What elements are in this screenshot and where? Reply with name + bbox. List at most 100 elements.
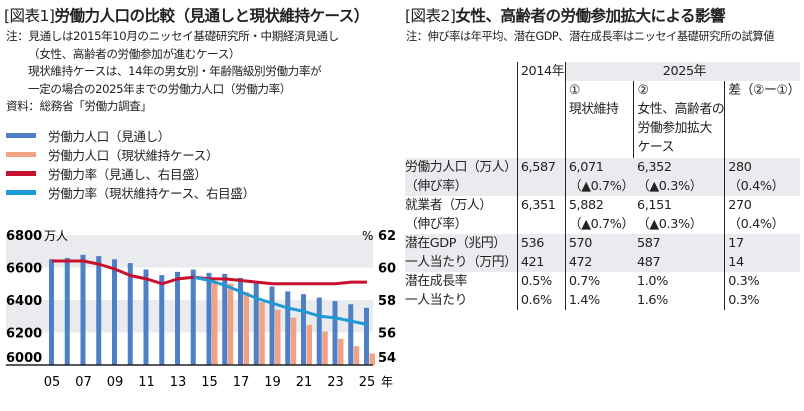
x-tick-label: 25 (359, 375, 376, 390)
bar-forecast (49, 259, 54, 365)
header-col1: ① 現状維持 (564, 81, 634, 158)
bar-forecast (190, 269, 196, 365)
legend-swatch (6, 133, 36, 138)
y2-tick-label: 60 (378, 262, 396, 277)
empty-cell (516, 81, 566, 158)
line-rate-forecast (52, 259, 367, 286)
legend-label: 労働力人口（見通し） (48, 129, 171, 144)
cell: 1.0% (636, 274, 668, 289)
cell: （▲0.3%） (636, 217, 703, 232)
bar-forecast (206, 272, 212, 365)
bar-forecast (96, 256, 102, 365)
cell: 1.6% (636, 293, 668, 308)
cell: 0.7% (568, 274, 600, 289)
legend-item: 労働力人口（現状維持ケース） (6, 145, 255, 164)
col1-label: 現状維持 (568, 102, 619, 117)
table-row: 潜在成長率一人当たり 0.5% 0.6% 0.7% 1.4% 1.0% 1.6% 0.… (405, 272, 800, 310)
title-text: 女性、高齢者の労働参加拡大による影響 (455, 7, 726, 25)
cell: 0.6% (520, 293, 552, 308)
x-axis-unit: 年 (381, 375, 393, 389)
y2-tick-label: 54 (378, 351, 396, 366)
table-note: 注：伸び率は年平均、潜在GDP、潜在成長率はニッセイ基礎研究所の試算値 (406, 30, 775, 43)
cell: 421 (520, 255, 545, 270)
figure-number: [図表2] (405, 7, 456, 25)
empty-cell (405, 81, 517, 158)
x-tick-label: 17 (233, 375, 250, 390)
bar-status-quo (322, 331, 328, 365)
x-tick-label: 15 (201, 375, 218, 390)
cell: 487 (636, 255, 661, 270)
bar-forecast (316, 297, 322, 365)
cell: （0.4%） (728, 217, 784, 232)
bar-forecast (269, 286, 275, 365)
y-axis-unit: 万人 (44, 229, 68, 243)
row-label: 潜在GDP（兆円） (405, 236, 506, 251)
row-label: （伸び率） (405, 217, 467, 232)
note-line: 現状維持ケースは、14年の男女別・年齢階級別労働力率が (28, 64, 322, 78)
source-line: 資料：総務省「労働力調査」 (6, 99, 152, 113)
bar-forecast (159, 275, 165, 365)
legend-swatch (6, 171, 36, 176)
cell: （▲0.7%） (568, 179, 635, 194)
cell: 587 (636, 236, 661, 251)
x-tick-label: 23 (327, 375, 344, 390)
chart: 6000 6200 6400 6600 6800 万人 54 56 58 60 62% 05 07 09 1… (6, 229, 396, 390)
bar-status-quo (212, 281, 218, 365)
col1-num: ① (568, 83, 580, 98)
bar-forecast (80, 254, 86, 365)
header-row: 2014年 2025年 (405, 62, 800, 81)
bar-forecast (332, 301, 338, 365)
cell: 1.4% (568, 293, 600, 308)
cell: 6,151 (636, 198, 672, 213)
empty-cell (405, 62, 517, 81)
bar-forecast (364, 307, 369, 365)
cell: 5,882 (568, 198, 604, 213)
x-tick-label: 13 (170, 375, 187, 390)
row-label: 一人当たり (405, 293, 467, 308)
notes: 注：見通しは2015年10月のニッセイ基礎研究所・中期経済見通し （女性、高齢者… (6, 28, 339, 116)
table-row: 就業者（万人） （伸び率） 6,351 5,882 （▲0.7%） 6,151 （▲0… (405, 196, 800, 234)
y-tick-label: 6400 (6, 294, 42, 309)
cell: 270 (728, 198, 752, 213)
row-label: 労働力人口（万人） (405, 160, 517, 175)
row-label: 潜在成長率 (405, 274, 467, 289)
y2-axis-unit: % (362, 229, 373, 243)
note-line: （女性、高齢者の労働参加が進むケース） (28, 46, 241, 61)
cell: （▲0.7%） (568, 217, 635, 232)
note-line: 注：見通しは2015年10月のニッセイ基礎研究所・中期経済見通し (6, 29, 339, 43)
cell: 14 (728, 255, 744, 270)
bar-forecast (301, 294, 306, 365)
bar-status-quo (275, 309, 281, 365)
x-tick-label: 21 (296, 375, 313, 390)
cell: 0.5% (520, 274, 552, 289)
y-tick-label: 6600 (6, 262, 42, 277)
col2-label: ケース (637, 140, 675, 155)
header-2025: 2025年 (564, 62, 800, 81)
bar-status-quo (353, 346, 360, 365)
line-rate-status-quo (193, 275, 368, 326)
legend-swatch (6, 152, 36, 157)
bar-forecast (222, 273, 228, 365)
bar-forecast (64, 257, 70, 365)
bar-forecast (112, 259, 117, 365)
table-row: 労働力人口（万人） （伸び率） 6,587 6,071 （▲0.7%） 6,352 （… (405, 158, 800, 196)
x-tick-label: 11 (138, 375, 155, 390)
x-tick-label: 07 (75, 375, 92, 390)
row-label: 就業者（万人） (405, 198, 492, 213)
x-tick-label: 09 (107, 375, 124, 390)
legend-label: 労働力人口（現状維持ケース） (48, 148, 219, 163)
bar-forecast (253, 281, 259, 365)
table-title: [図表2]女性、高齢者の労働参加拡大による影響 (405, 4, 726, 26)
legend-item: 労働力率（見通し、右目盛） (6, 164, 255, 183)
title-text: 労働力人口の比較（見通しと現状維持ケース） (54, 7, 369, 25)
cell: 6,071 (568, 160, 604, 175)
cell: 0.3% (728, 293, 760, 308)
header-2014: 2014年 (516, 62, 566, 81)
data-table: 2014年 2025年 ① 現状維持 ② 女性、高齢者の 労働参加拡大 ケース 差（②ー… (405, 62, 800, 310)
header-diff: 差（②ー①） (724, 81, 800, 158)
bar-status-quo (306, 324, 312, 365)
bar-forecast (285, 291, 291, 365)
bar-forecast (238, 277, 243, 365)
legend-label: 労働力率（現状維持ケース、右目盛） (48, 186, 255, 201)
bar-forecast (175, 271, 180, 365)
